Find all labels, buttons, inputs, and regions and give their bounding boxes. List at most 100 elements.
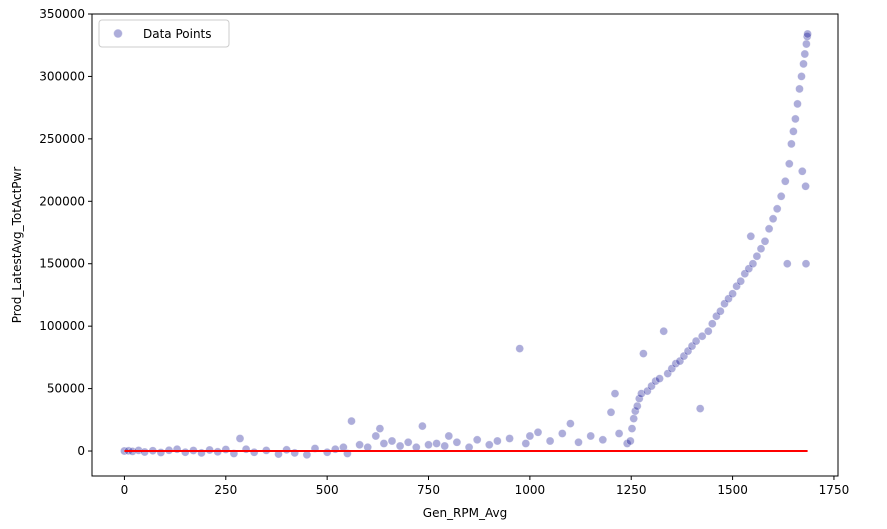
data-point <box>716 306 725 316</box>
data-point <box>632 401 642 411</box>
data-point <box>566 419 575 428</box>
data-point <box>728 289 737 299</box>
x-tick-label: 1250 <box>616 483 647 497</box>
data-point <box>606 407 616 417</box>
data-point <box>782 259 792 269</box>
data-point <box>249 447 259 457</box>
data-point <box>574 437 583 447</box>
data-point <box>375 424 385 433</box>
data-point <box>780 177 790 186</box>
x-tick-label: 250 <box>214 483 237 497</box>
data-point <box>610 389 620 398</box>
data-point <box>235 434 245 443</box>
data-point <box>655 374 664 383</box>
data-point <box>627 424 637 433</box>
data-point <box>768 214 778 224</box>
data-point <box>707 319 717 329</box>
y-axis-title: Prod_LatestAvg_TotActPwr <box>10 167 24 324</box>
x-tick-label: 0 <box>121 483 129 497</box>
data-point <box>659 326 669 336</box>
data-point <box>802 32 812 41</box>
data-point <box>799 59 808 69</box>
data-point <box>355 440 364 450</box>
data-point <box>797 167 807 176</box>
data-point <box>521 439 531 448</box>
plot-frame <box>91 13 839 477</box>
data-point <box>472 435 482 445</box>
x-axis: 0 250 500 750 1000 1250 1500 1750 <box>121 476 850 497</box>
data-point <box>671 359 681 368</box>
data-point <box>793 99 802 109</box>
data-point <box>626 436 635 446</box>
y-tick-label: 200000 <box>39 194 85 208</box>
x-tick-label: 1000 <box>515 483 546 497</box>
y-tick-label: 350000 <box>39 7 85 21</box>
data-point <box>371 431 381 441</box>
data-point <box>432 439 441 448</box>
data-point <box>156 448 166 457</box>
data-point <box>639 349 648 358</box>
data-point <box>505 434 514 443</box>
data-point <box>801 259 811 269</box>
legend: Data Points <box>98 19 230 48</box>
data-point <box>484 440 494 450</box>
x-axis-title: Gen_RPM_Avg <box>423 506 507 520</box>
data-point <box>424 440 433 450</box>
data-point <box>703 326 713 336</box>
data-point <box>800 49 810 59</box>
data-point <box>630 406 640 416</box>
x-tick-label: 1500 <box>717 483 748 497</box>
data-point <box>797 72 806 81</box>
data-point <box>752 251 762 261</box>
data-point <box>452 437 462 447</box>
data-point <box>791 114 800 124</box>
data-point <box>756 244 766 253</box>
data-point <box>776 192 786 201</box>
data-point <box>764 224 774 234</box>
data-point <box>387 436 397 446</box>
data-point <box>444 431 454 441</box>
y-tick-label: 150000 <box>39 257 85 271</box>
data-point <box>282 445 291 455</box>
data-point <box>598 435 608 445</box>
data-point <box>395 441 405 451</box>
data-point <box>695 404 705 413</box>
data-point <box>493 436 502 446</box>
y-tick-label: 250000 <box>39 132 85 146</box>
data-point <box>614 429 624 438</box>
data-point <box>736 276 746 286</box>
y-tick-label: 0 <box>77 444 85 458</box>
data-point <box>545 436 555 446</box>
data-point <box>379 439 389 448</box>
data-point <box>634 394 644 403</box>
data-point <box>801 182 810 191</box>
data-point <box>760 237 770 246</box>
data-point <box>629 414 639 423</box>
data-point <box>795 84 804 94</box>
data-point <box>533 427 543 437</box>
data-point <box>802 39 811 49</box>
data-point <box>772 204 782 214</box>
legend-label-data-points: Data Points <box>143 27 212 41</box>
x-tick-label: 1750 <box>819 483 850 497</box>
data-point <box>440 441 450 451</box>
y-tick-label: 100000 <box>39 319 85 333</box>
data-point <box>697 331 707 341</box>
data-point <box>557 429 567 438</box>
data-point <box>789 127 798 136</box>
data-point <box>586 431 596 441</box>
legend-box <box>98 19 230 48</box>
data-point <box>784 159 794 169</box>
data-point <box>803 29 812 39</box>
data-point <box>691 336 701 346</box>
data-point <box>746 232 756 241</box>
data-point <box>787 139 796 149</box>
y-tick-label: 300000 <box>39 69 85 83</box>
data-point <box>403 437 413 447</box>
points-layer <box>120 29 812 460</box>
y-tick-label: 50000 <box>47 382 85 396</box>
data-point <box>748 259 758 269</box>
x-tick-label: 750 <box>417 483 440 497</box>
y-axis: 0 50000 100000 150000 200000 250000 300000 3500… <box>39 7 92 458</box>
